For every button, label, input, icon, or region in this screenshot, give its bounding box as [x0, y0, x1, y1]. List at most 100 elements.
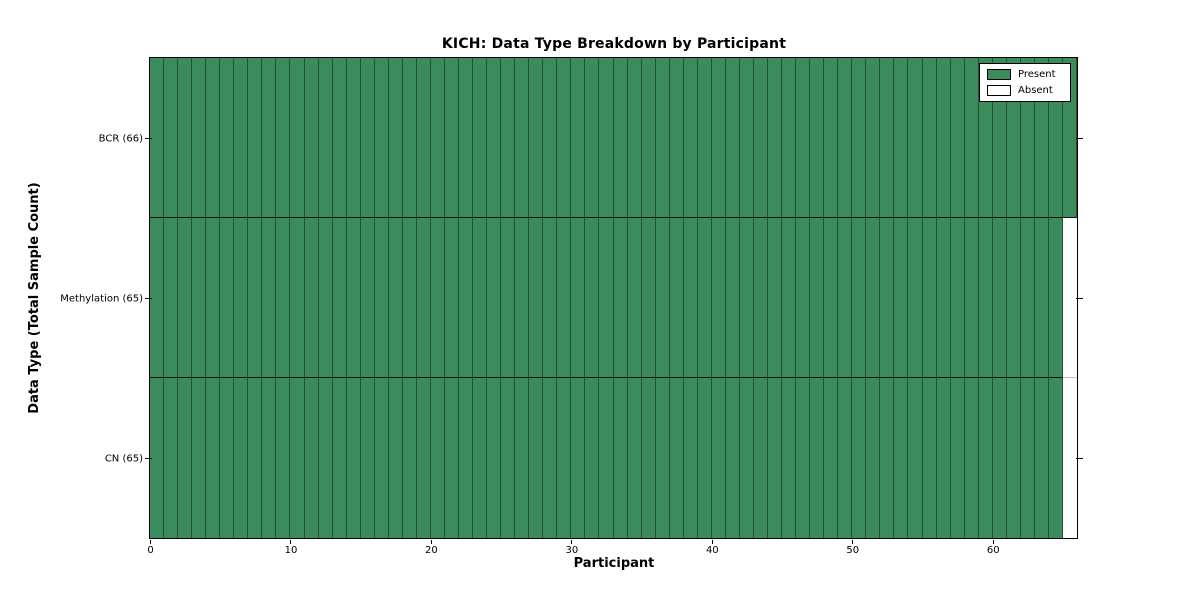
x-tick-mark	[150, 540, 151, 544]
heatmap-cell-present	[880, 58, 895, 218]
heatmap-cell-present	[866, 58, 881, 218]
heatmap-cell-present	[1034, 218, 1049, 378]
heatmap-cell-present	[782, 218, 797, 378]
heatmap-cell-present	[262, 378, 277, 538]
y-tick-mark	[1076, 138, 1083, 139]
heatmap-cell-absent	[1062, 378, 1077, 538]
heatmap-cell-present	[150, 58, 165, 218]
heatmap-cell-present	[627, 58, 642, 218]
heatmap-cell-present	[444, 58, 459, 218]
legend: Present Absent	[979, 63, 1071, 102]
heatmap-cell-present	[543, 378, 558, 538]
heatmap-cell-present	[725, 218, 740, 378]
heatmap-cell-present	[880, 218, 895, 378]
heatmap-cell-present	[824, 378, 839, 538]
heatmap-cell-present	[304, 378, 319, 538]
heatmap-cell-present	[796, 58, 811, 218]
heatmap-cell-present	[416, 218, 431, 378]
heatmap-cell-present	[1020, 218, 1035, 378]
legend-swatch-present-icon	[987, 69, 1011, 80]
heatmap-cell-present	[388, 218, 403, 378]
heatmap-cell-present	[346, 378, 361, 538]
heatmap-cell-present	[557, 58, 572, 218]
heatmap-cell-present	[978, 378, 993, 538]
x-tick-label: 20	[425, 545, 438, 556]
heatmap-cell-present	[164, 58, 179, 218]
heatmap-cell-present	[192, 378, 207, 538]
heatmap-cell-present	[852, 378, 867, 538]
heatmap-cell-present	[866, 378, 881, 538]
heatmap-cell-present	[908, 378, 923, 538]
heatmap-cell-present	[304, 58, 319, 218]
heatmap-cell-present	[1048, 378, 1063, 538]
x-tick-mark	[430, 540, 432, 544]
heatmap-cell-present	[374, 378, 389, 538]
heatmap-cell-present	[810, 58, 825, 218]
heatmap-cell-present	[866, 218, 881, 378]
heatmap-cell-present	[894, 378, 909, 538]
heatmap-cell-present	[430, 378, 445, 538]
heatmap-cell-present	[852, 58, 867, 218]
heatmap-cell-present	[248, 218, 263, 378]
heatmap-cell-present	[220, 58, 235, 218]
heatmap-cell-present	[669, 58, 684, 218]
heatmap-cell-present	[248, 58, 263, 218]
heatmap-cell-present	[515, 218, 530, 378]
heatmap-cell-present	[346, 218, 361, 378]
heatmap-cell-present	[360, 218, 375, 378]
heatmap-cell-present	[430, 218, 445, 378]
heatmap-cell-present	[220, 378, 235, 538]
heatmap-cell-present	[796, 218, 811, 378]
heatmap-cell-present	[571, 378, 586, 538]
heatmap-cell-present	[641, 218, 656, 378]
heatmap-cell-present	[206, 378, 221, 538]
heatmap-cell-present	[178, 378, 193, 538]
heatmap-cell-present	[655, 378, 670, 538]
heatmap-cell-present	[768, 218, 783, 378]
x-tick-mark	[571, 540, 573, 544]
heatmap-cell-present	[276, 218, 291, 378]
heatmap-cell-present	[543, 58, 558, 218]
heatmap-cell-present	[838, 58, 853, 218]
legend-entry-absent: Absent	[987, 85, 1063, 96]
heatmap-cell-present	[290, 58, 305, 218]
x-tick-mark	[290, 540, 292, 544]
heatmap-cell-present	[262, 218, 277, 378]
heatmap-cell-present	[964, 378, 979, 538]
heatmap-cell-present	[487, 218, 502, 378]
heatmap-cell-present	[473, 58, 488, 218]
y-tick-mark	[1076, 458, 1083, 459]
heatmap-cell-present	[683, 378, 698, 538]
x-tick-label: 60	[986, 545, 1000, 556]
heatmap-cell-present	[753, 58, 768, 218]
x-tick-label: 40	[705, 545, 719, 556]
heatmap-cell-present	[529, 218, 544, 378]
heatmap-cell-present	[1020, 378, 1035, 538]
heatmap-cell-present	[332, 218, 347, 378]
heatmap-cell-present	[641, 378, 656, 538]
heatmap-cell-present	[234, 58, 249, 218]
heatmap-cell-present	[444, 378, 459, 538]
heatmap-cell-present	[276, 58, 291, 218]
heatmap-cell-present	[711, 378, 726, 538]
heatmap-cell-present	[655, 58, 670, 218]
heatmap-cell-present	[402, 58, 417, 218]
heatmap-cell-present	[402, 378, 417, 538]
heatmap-cell-present	[192, 58, 207, 218]
heatmap-cell-present	[1006, 218, 1021, 378]
heatmap-cell-present	[557, 378, 572, 538]
x-tick-label: 0	[147, 545, 154, 556]
heatmap-cell-present	[1006, 378, 1021, 538]
heatmap-cell-present	[894, 218, 909, 378]
heatmap-cell-present	[206, 218, 221, 378]
heatmap-cell-present	[655, 218, 670, 378]
heatmap-cell-present	[627, 378, 642, 538]
heatmap-cell-present	[908, 58, 923, 218]
heatmap-cell-present	[501, 218, 516, 378]
heatmap-cell-present	[950, 378, 965, 538]
heatmap-cell-present	[768, 58, 783, 218]
heatmap-cell-present	[332, 378, 347, 538]
heatmap-cell-present	[725, 378, 740, 538]
heatmap-cell-present	[782, 378, 797, 538]
heatmap-cell-present	[669, 218, 684, 378]
